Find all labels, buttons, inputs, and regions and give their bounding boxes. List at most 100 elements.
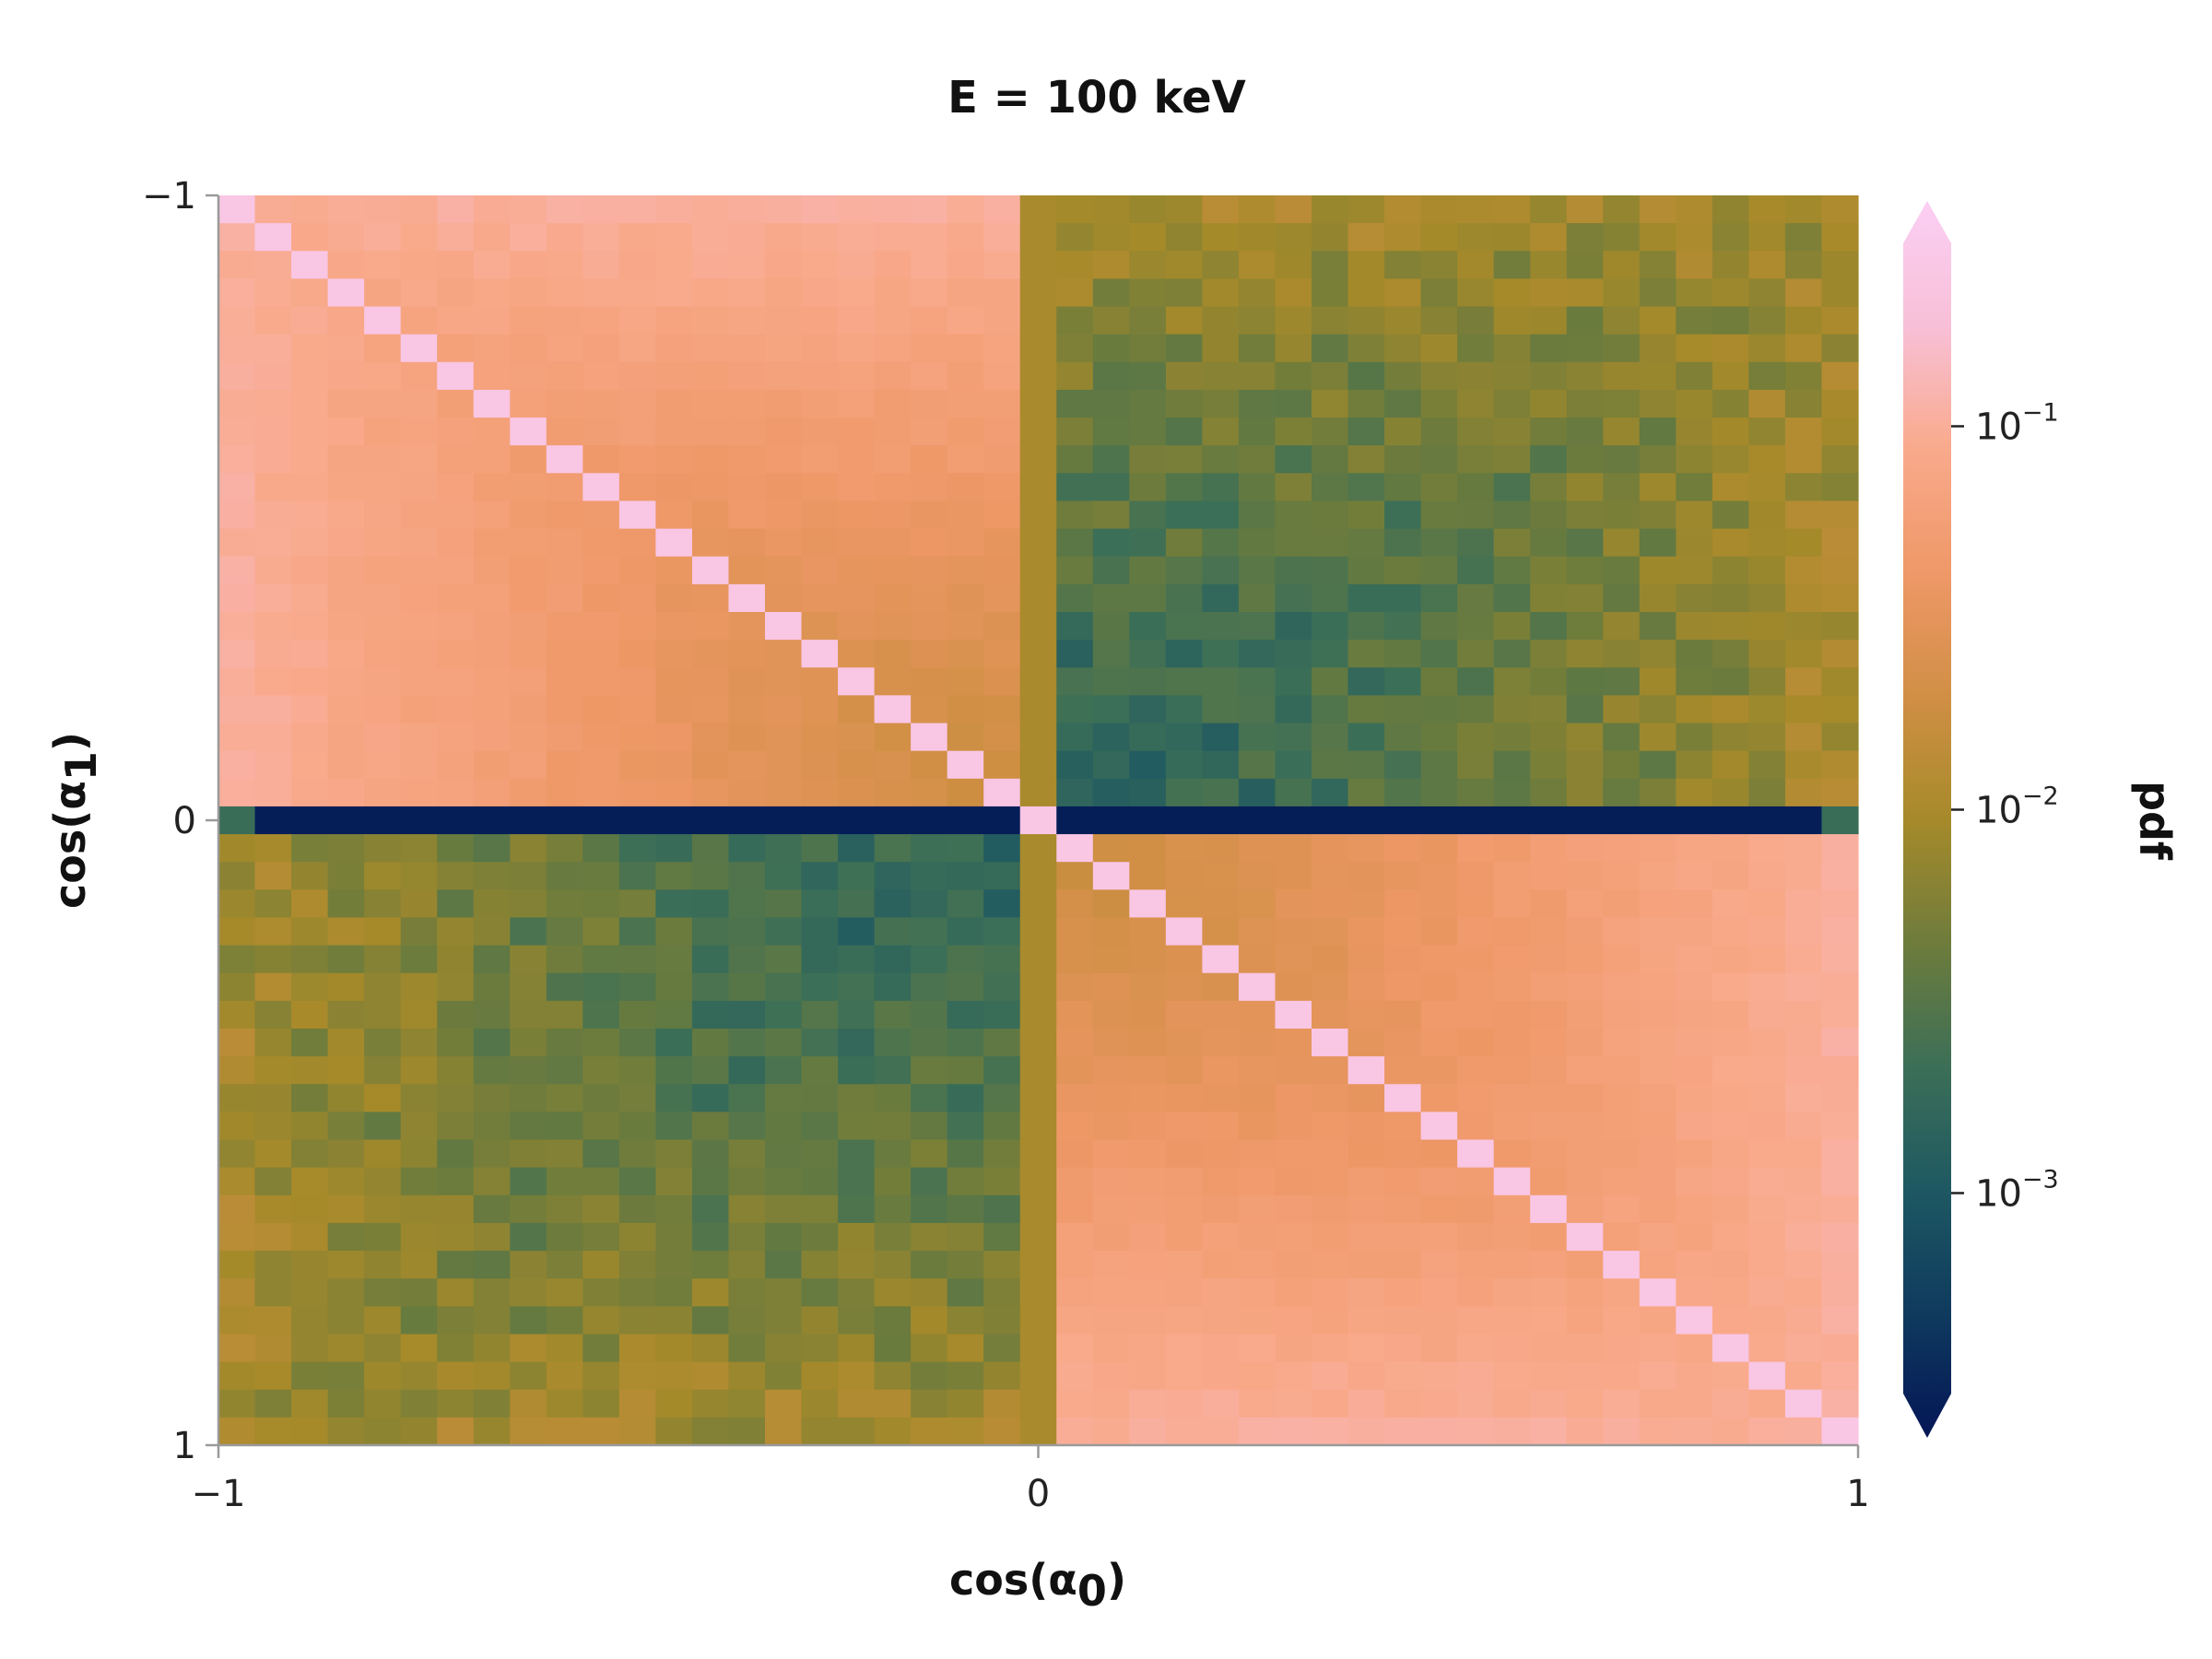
- heatmap-cell: [1676, 556, 1713, 585]
- heatmap-cell: [1312, 778, 1349, 807]
- heatmap-cell: [291, 195, 329, 224]
- heatmap-cell: [218, 1389, 256, 1418]
- heatmap-cell: [1129, 862, 1167, 890]
- heatmap-cell: [1676, 195, 1713, 224]
- heatmap-cell: [400, 1334, 438, 1363]
- heatmap-cell: [765, 334, 803, 363]
- heatmap-cell: [1493, 418, 1531, 446]
- heatmap-cell: [801, 195, 839, 224]
- heatmap-cell: [801, 917, 839, 947]
- heatmap-cell: [1347, 806, 1385, 835]
- heatmap-cell: [1566, 1056, 1604, 1085]
- heatmap-cell: [1603, 750, 1641, 780]
- heatmap-cell: [1748, 445, 1786, 474]
- heatmap-cell: [473, 278, 511, 308]
- heatmap-cell: [801, 389, 839, 418]
- heatmap-cell: [765, 834, 803, 863]
- heatmap-cell: [1639, 223, 1677, 252]
- heatmap-cell: [1056, 1000, 1094, 1030]
- heatmap-cell: [1275, 806, 1312, 835]
- heatmap-cell: [1092, 1029, 1130, 1057]
- heatmap-cell: [364, 473, 402, 502]
- heatmap-cell: [473, 500, 511, 530]
- heatmap-cell: [1165, 917, 1203, 947]
- heatmap-cell: [291, 834, 329, 863]
- heatmap-cell: [400, 806, 438, 835]
- heatmap-cell: [1092, 695, 1130, 724]
- heatmap-cell: [1639, 1056, 1677, 1085]
- heatmap-cell: [1712, 640, 1749, 668]
- heatmap-cell: [1784, 750, 1823, 780]
- heatmap-cell: [691, 1417, 730, 1446]
- heatmap-cell: [911, 223, 948, 252]
- heatmap-cell: [1165, 528, 1203, 558]
- heatmap-cell: [1784, 1278, 1823, 1307]
- heatmap-cell: [911, 583, 948, 613]
- heatmap-cell: [1092, 806, 1130, 835]
- heatmap-cell: [1712, 1194, 1749, 1224]
- heatmap-cell: [582, 723, 620, 752]
- heatmap-cell: [691, 1222, 730, 1252]
- heatmap-cell: [1165, 306, 1203, 335]
- heatmap-cell: [364, 667, 402, 696]
- heatmap-cell: [1165, 1000, 1203, 1030]
- heatmap-cell: [911, 1000, 948, 1030]
- heatmap-cell: [983, 1306, 1021, 1335]
- heatmap-cell: [728, 1361, 766, 1391]
- heatmap-cell: [1056, 334, 1094, 363]
- heatmap-cell: [1712, 278, 1749, 308]
- heatmap-cell: [618, 1194, 656, 1224]
- heatmap-cell: [1165, 972, 1203, 1002]
- heatmap-cell: [1748, 1139, 1786, 1169]
- heatmap-cell: [1566, 389, 1604, 418]
- heatmap-cell: [1092, 612, 1130, 641]
- heatmap-cell: [1275, 278, 1312, 308]
- heatmap-cell: [911, 1278, 948, 1307]
- heatmap-cell: [618, 1251, 656, 1279]
- heatmap-cell: [1457, 473, 1495, 502]
- heatmap-cell: [1238, 195, 1277, 224]
- heatmap-cell: [765, 251, 803, 279]
- heatmap-cell: [1821, 1306, 1859, 1335]
- heatmap-cell: [1092, 1334, 1130, 1363]
- heatmap-cell: [1676, 834, 1713, 863]
- heatmap-cell: [1566, 1084, 1604, 1112]
- heatmap-cell: [947, 306, 984, 335]
- heatmap-cell: [1165, 334, 1203, 363]
- heatmap-cell: [1202, 862, 1240, 890]
- heatmap-cell: [1238, 667, 1277, 696]
- heatmap-cell: [254, 1222, 292, 1252]
- heatmap-cell: [1165, 806, 1203, 835]
- heatmap-cell: [1092, 361, 1130, 391]
- heatmap-cell: [1493, 528, 1531, 558]
- heatmap-cell: [510, 473, 547, 502]
- heatmap-cell: [838, 1222, 876, 1252]
- heatmap-cell: [1530, 1084, 1568, 1112]
- heatmap-cell: [874, 1306, 912, 1335]
- heatmap-cell: [947, 1139, 984, 1169]
- heatmap-cell: [838, 862, 876, 890]
- heatmap-cell: [254, 1000, 292, 1030]
- heatmap-cell: [618, 750, 656, 780]
- heatmap-cell: [1821, 667, 1859, 696]
- heatmap-cell: [1238, 640, 1277, 668]
- heatmap-cell: [1603, 278, 1641, 308]
- heatmap-cell: [1676, 528, 1713, 558]
- heatmap-cell: [1056, 418, 1094, 446]
- heatmap-cell: [437, 1251, 475, 1279]
- heatmap-cell: [1603, 361, 1641, 391]
- heatmap-cell: [838, 500, 876, 530]
- heatmap-cell: [1530, 806, 1568, 835]
- heatmap-cell: [801, 945, 839, 974]
- heatmap-cell: [874, 583, 912, 613]
- heatmap-cell: [874, 1389, 912, 1418]
- heatmap-cell: [254, 473, 292, 502]
- heatmap-cell: [473, 1029, 511, 1057]
- heatmap-cell: [1821, 556, 1859, 585]
- heatmap-cell: [1603, 528, 1641, 558]
- heatmap-cell: [838, 806, 876, 835]
- heatmap-cell: [1748, 500, 1786, 530]
- heatmap-cell: [618, 1056, 656, 1085]
- heatmap-cell: [254, 195, 292, 224]
- heatmap-cell: [983, 278, 1021, 308]
